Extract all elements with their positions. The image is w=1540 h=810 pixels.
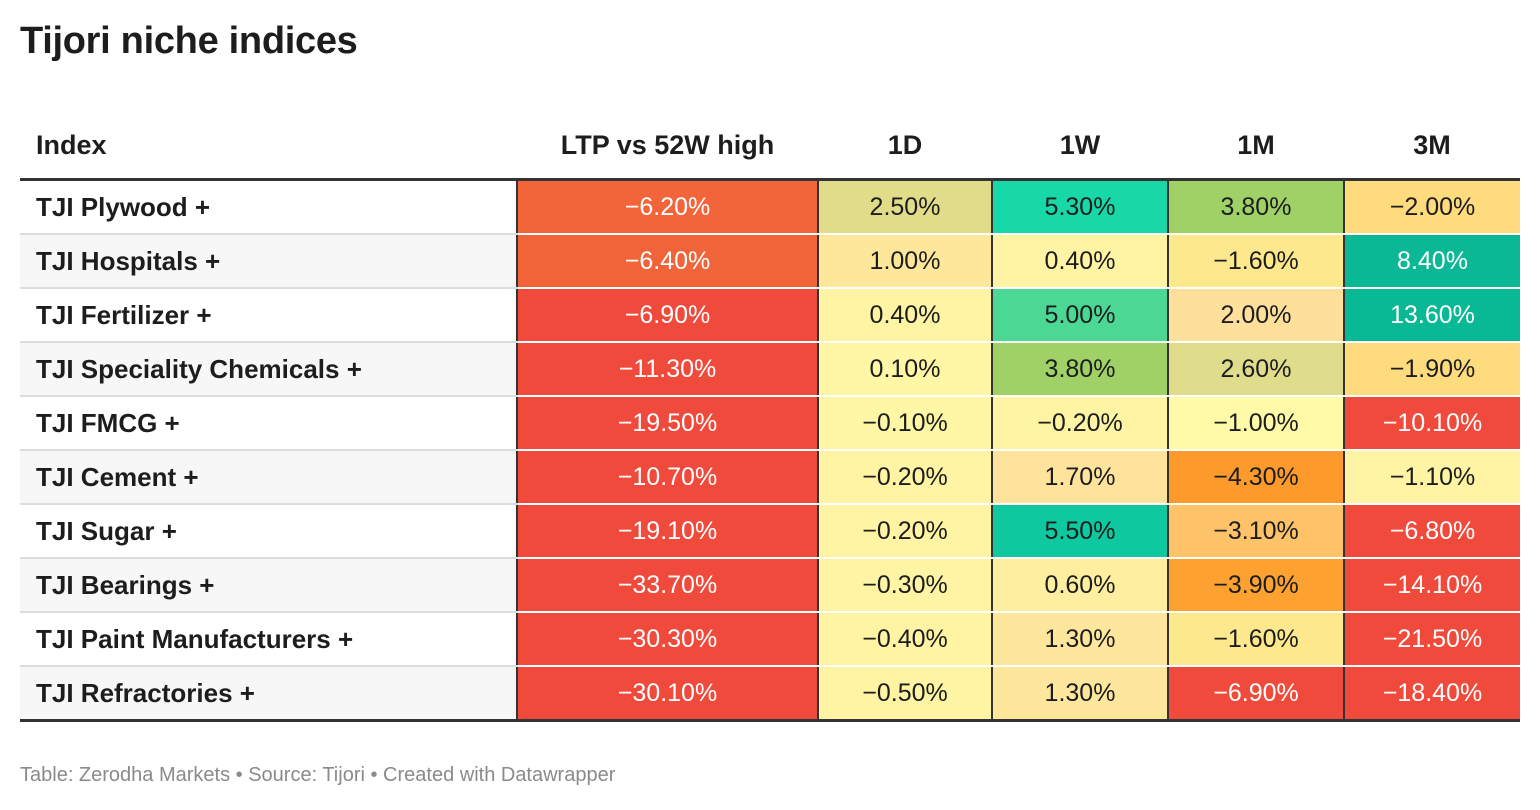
value-cell-1d: −0.20% [817, 504, 992, 559]
value-cell-ltp-vs-52w-high: −30.10% [516, 666, 818, 722]
value-cell-1w: 5.50% [991, 504, 1168, 559]
table-row: TJI Refractories + −30.10% −0.50% 1.30% −6.9… [20, 666, 1520, 722]
value-cell-1w: 1.30% [991, 612, 1168, 667]
table-row: TJI Paint Manufacturers + −30.30% −0.40% 1.… [20, 612, 1520, 667]
value-cell-1d: 0.40% [817, 288, 992, 343]
table-row: TJI Fertilizer + −6.90% 0.40% 5.00% 2.00% 13.… [20, 288, 1520, 343]
value-cell-1w: 5.30% [991, 179, 1168, 235]
index-name-cell: TJI Refractories + [20, 666, 517, 722]
value-cell-1d: −0.50% [817, 666, 992, 722]
value-cell-1m: −3.90% [1167, 558, 1344, 613]
value-cell-1m: −4.30% [1167, 450, 1344, 505]
indices-table: Index LTP vs 52W high 1D 1W 1M 3M TJI Pl… [20, 112, 1520, 722]
value-cell-1w: 5.00% [991, 288, 1168, 343]
table-row: TJI Cement + −10.70% −0.20% 1.70% −4.30% −1.1… [20, 450, 1520, 505]
table-row: TJI Bearings + −33.70% −0.30% 0.60% −3.90% −1… [20, 558, 1520, 613]
column-header-index[interactable]: Index [20, 112, 517, 181]
value-cell-1m: 2.60% [1167, 342, 1344, 397]
value-cell-1w: 0.60% [991, 558, 1168, 613]
value-cell-1w: 1.70% [991, 450, 1168, 505]
value-cell-1w: −0.20% [991, 396, 1168, 451]
value-cell-1d: 0.10% [817, 342, 992, 397]
value-cell-1w: 3.80% [991, 342, 1168, 397]
footer-credits: Table: Zerodha Markets • Source: Tijori … [20, 764, 616, 786]
value-cell-3m: −6.80% [1343, 504, 1520, 559]
column-header-1w[interactable]: 1W [992, 112, 1168, 181]
table-row: TJI Speciality Chemicals + −11.30% 0.10% 3.… [20, 342, 1520, 397]
value-cell-3m: −21.50% [1343, 612, 1520, 667]
chart-title: Tijori niche indices [20, 20, 358, 62]
value-cell-1m: −1.60% [1167, 234, 1344, 289]
value-cell-1m: −6.90% [1167, 666, 1344, 722]
value-cell-1m: −3.10% [1167, 504, 1344, 559]
index-name-cell: TJI Fertilizer + [20, 288, 517, 343]
value-cell-1w: 0.40% [991, 234, 1168, 289]
index-name-cell: TJI Hospitals + [20, 234, 517, 289]
value-cell-ltp-vs-52w-high: −6.20% [516, 179, 818, 235]
value-cell-1m: 3.80% [1167, 179, 1344, 235]
column-header-1d[interactable]: 1D [818, 112, 992, 181]
value-cell-3m: −1.90% [1343, 342, 1520, 397]
value-cell-ltp-vs-52w-high: −30.30% [516, 612, 818, 667]
value-cell-1d: −0.40% [817, 612, 992, 667]
index-name-cell: TJI Sugar + [20, 504, 517, 559]
value-cell-1d: 1.00% [817, 234, 992, 289]
value-cell-1m: −1.00% [1167, 396, 1344, 451]
index-name-cell: TJI Speciality Chemicals + [20, 342, 517, 397]
value-cell-ltp-vs-52w-high: −6.90% [516, 288, 818, 343]
column-header-ltp-vs-52w-high[interactable]: LTP vs 52W high [517, 112, 818, 181]
column-header-1m[interactable]: 1M [1168, 112, 1344, 181]
index-name-cell: TJI Paint Manufacturers + [20, 612, 517, 667]
value-cell-1d: −0.10% [817, 396, 992, 451]
value-cell-3m: −10.10% [1343, 396, 1520, 451]
value-cell-1d: −0.30% [817, 558, 992, 613]
index-name-cell: TJI Plywood + [20, 179, 517, 235]
value-cell-3m: −1.10% [1343, 450, 1520, 505]
index-name-cell: TJI Bearings + [20, 558, 517, 613]
value-cell-1m: −1.60% [1167, 612, 1344, 667]
value-cell-1m: 2.00% [1167, 288, 1344, 343]
value-cell-ltp-vs-52w-high: −19.10% [516, 504, 818, 559]
value-cell-1d: −0.20% [817, 450, 992, 505]
value-cell-1d: 2.50% [817, 179, 992, 235]
header-row: Index LTP vs 52W high 1D 1W 1M 3M [20, 112, 1520, 181]
value-cell-1w: 1.30% [991, 666, 1168, 722]
value-cell-3m: 13.60% [1343, 288, 1520, 343]
table-body: TJI Plywood + −6.20% 2.50% 5.30% 3.80% −2.00%… [20, 179, 1520, 722]
value-cell-ltp-vs-52w-high: −6.40% [516, 234, 818, 289]
value-cell-3m: −18.40% [1343, 666, 1520, 722]
index-name-cell: TJI Cement + [20, 450, 517, 505]
value-cell-ltp-vs-52w-high: −19.50% [516, 396, 818, 451]
value-cell-3m: −14.10% [1343, 558, 1520, 613]
table-row: TJI FMCG + −19.50% −0.10% −0.20% −1.00% −10.1… [20, 396, 1520, 451]
table-row: TJI Plywood + −6.20% 2.50% 5.30% 3.80% −2.00% [20, 179, 1520, 235]
index-name-cell: TJI FMCG + [20, 396, 517, 451]
value-cell-ltp-vs-52w-high: −33.70% [516, 558, 818, 613]
table-row: TJI Sugar + −19.10% −0.20% 5.50% −3.10% −6.80… [20, 504, 1520, 559]
value-cell-ltp-vs-52w-high: −10.70% [516, 450, 818, 505]
table-row: TJI Hospitals + −6.40% 1.00% 0.40% −1.60% 8.4… [20, 234, 1520, 289]
value-cell-3m: 8.40% [1343, 234, 1520, 289]
value-cell-ltp-vs-52w-high: −11.30% [516, 342, 818, 397]
value-cell-3m: −2.00% [1343, 179, 1520, 235]
column-header-3m[interactable]: 3M [1344, 112, 1520, 181]
